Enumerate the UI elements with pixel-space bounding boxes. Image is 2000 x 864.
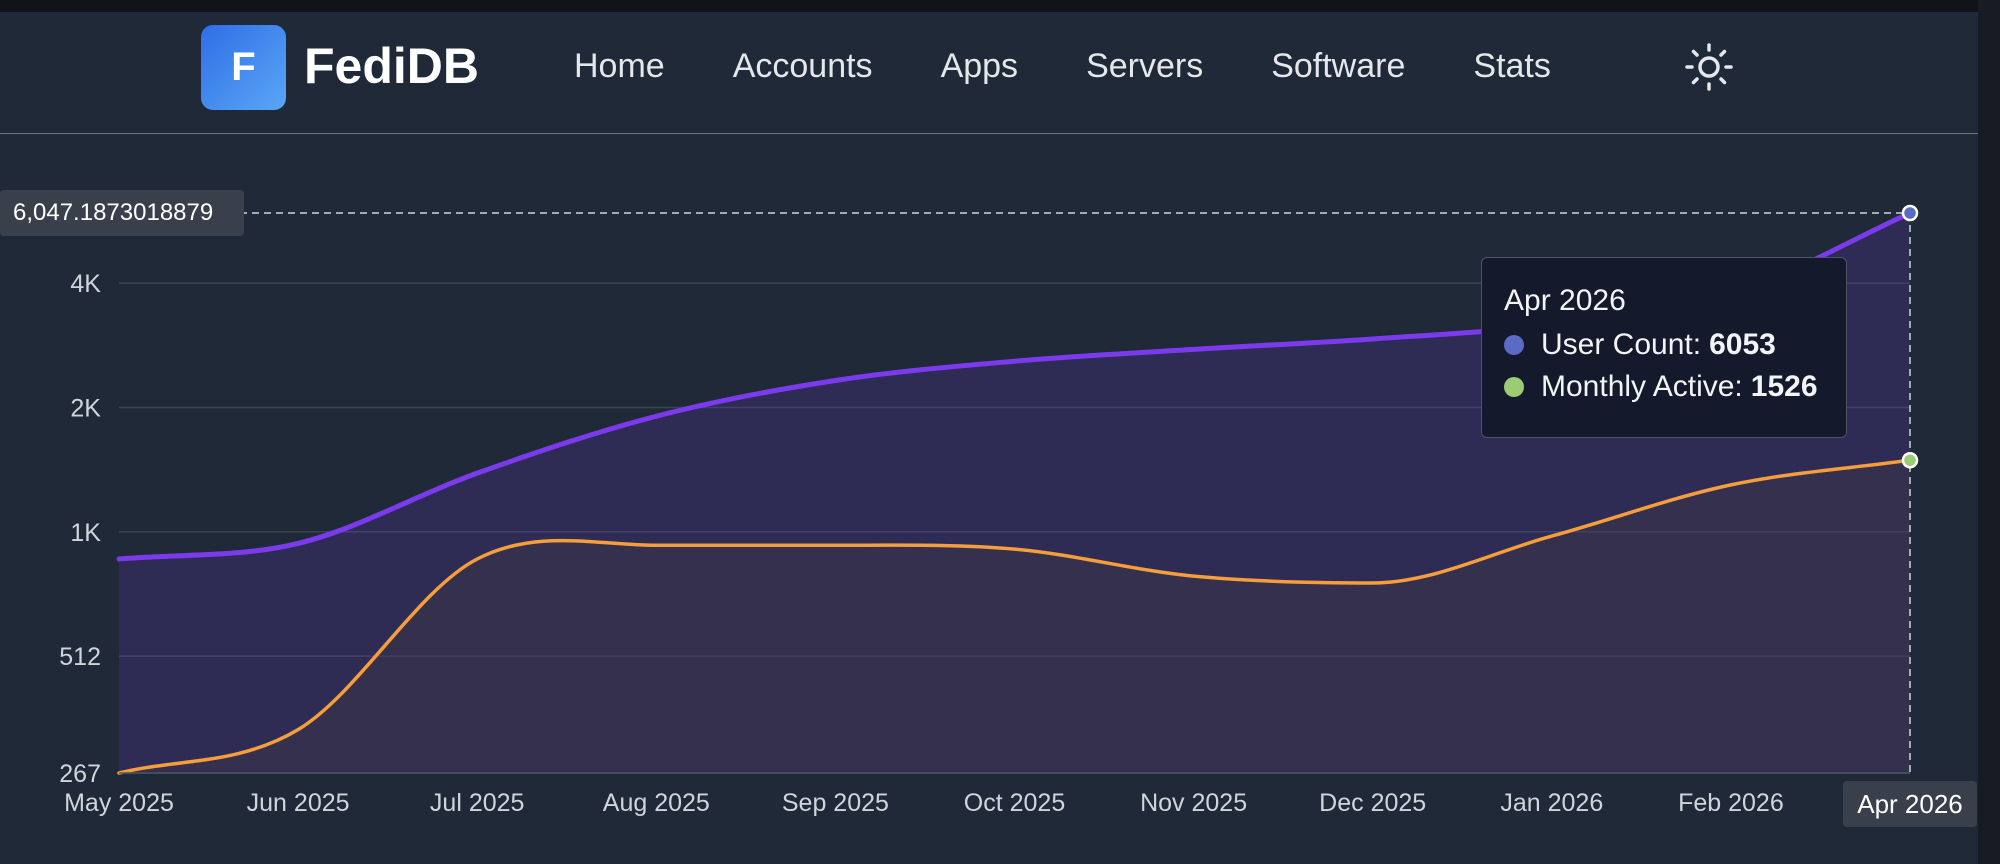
- theme-toggle-button[interactable]: [1684, 42, 1734, 92]
- x-tick-label: Nov 2025: [1140, 789, 1247, 817]
- logo[interactable]: F: [201, 25, 286, 110]
- monthly-active-legend-dot: [1504, 377, 1524, 397]
- chart-tooltip: Apr 2026 User Count: 6053 Monthly Active…: [1481, 257, 1847, 438]
- y-crosshair-label: 6,047.1873018879: [0, 190, 244, 236]
- monthly-active-area: [119, 460, 1910, 773]
- x-tick-label: Sep 2025: [782, 789, 889, 817]
- tooltip-label: User Count:: [1541, 328, 1702, 361]
- tooltip-value: 1526: [1750, 370, 1818, 403]
- y-tick-label: 2K: [70, 394, 101, 422]
- user-count-point: [1901, 204, 1919, 222]
- tooltip-row-monthly-active: Monthly Active: 1526: [1504, 370, 1824, 404]
- tooltip-row-user-count: User Count: 6053: [1504, 328, 1824, 362]
- user-count-area: [119, 213, 1910, 773]
- tooltip-label: Monthly Active:: [1541, 370, 1743, 403]
- nav-accounts[interactable]: Accounts: [732, 46, 873, 85]
- monthly-active-line: [117, 458, 1912, 775]
- scrollbar-track[interactable]: [1978, 0, 2000, 864]
- y-tick-label: 4K: [70, 270, 101, 298]
- y-tick-label: 267: [59, 760, 101, 788]
- user-count-legend-dot: [1504, 335, 1524, 355]
- navbar-divider: [0, 133, 1978, 134]
- x-tick-label: Dec 2025: [1319, 789, 1426, 817]
- tooltip-title: Apr 2026: [1504, 284, 1626, 317]
- nav-links: Home Accounts Apps Servers Software Stat…: [540, 36, 1585, 96]
- nav-home[interactable]: Home: [574, 46, 665, 85]
- monthly-active-point: [1901, 451, 1919, 469]
- nav-servers[interactable]: Servers: [1086, 46, 1204, 85]
- x-tick-label: Jul 2025: [430, 789, 525, 817]
- nav-software[interactable]: Software: [1271, 46, 1406, 85]
- brand-name[interactable]: FediDB: [304, 38, 479, 94]
- window-top-strip: [0, 0, 2000, 12]
- x-tick-label: Aug 2025: [603, 789, 710, 817]
- x-tick-label: Jan 2026: [1500, 789, 1603, 817]
- growth-chart[interactable]: 267 512 1K 2K 4K May 2025 Jun 2025 Jul 2025 Aug …: [0, 134, 1978, 864]
- nav-stats[interactable]: Stats: [1473, 46, 1551, 85]
- x-tick-label: Feb 2026: [1678, 789, 1784, 817]
- x-tick-label: May 2025: [64, 789, 174, 817]
- x-crosshair-label: Apr 2026: [1843, 781, 1977, 827]
- navbar: F FediDB Home Accounts Apps Servers Soft…: [0, 12, 1978, 134]
- nav-apps[interactable]: Apps: [940, 46, 1019, 85]
- x-tick-label: Jun 2025: [247, 789, 350, 817]
- tooltip-value: 6053: [1709, 328, 1776, 361]
- logo-letter: F: [231, 45, 256, 89]
- sun-icon: [1685, 43, 1733, 91]
- y-tick-label: 512: [59, 643, 101, 671]
- y-tick-label: 1K: [70, 519, 101, 547]
- x-tick-label: Oct 2025: [964, 789, 1065, 817]
